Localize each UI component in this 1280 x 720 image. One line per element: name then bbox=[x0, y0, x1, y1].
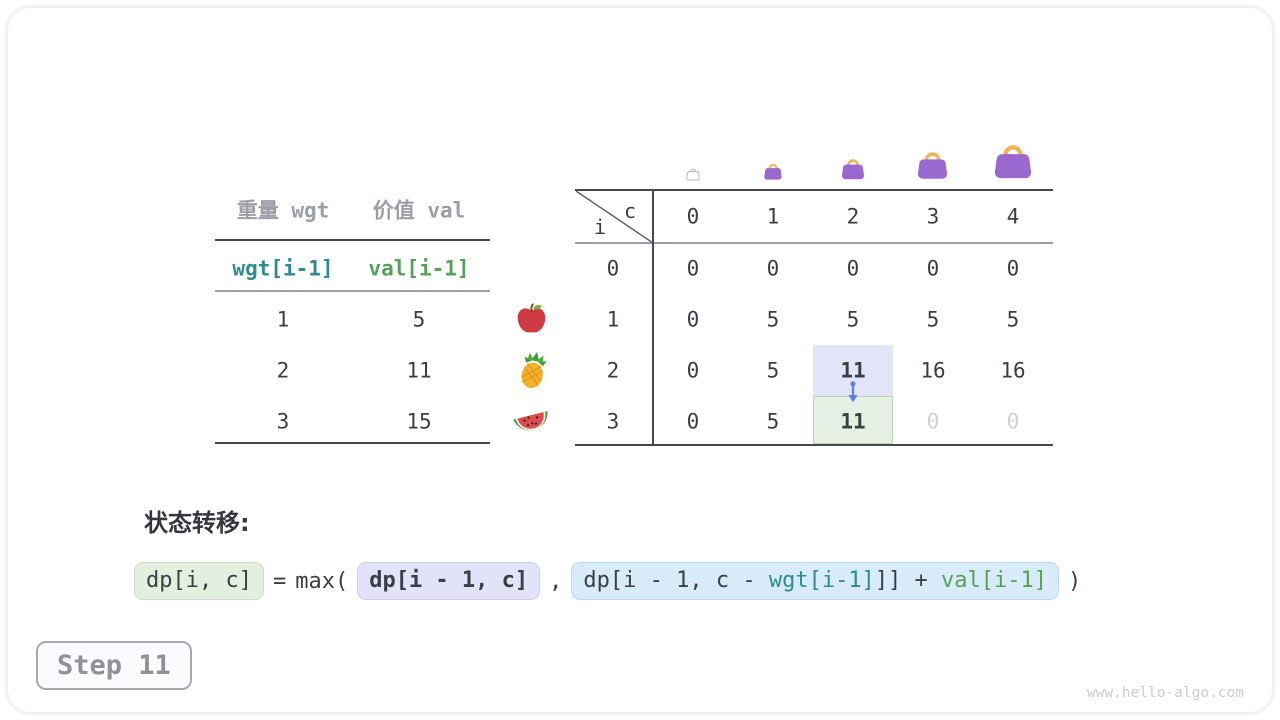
dp-corner-row-var: i bbox=[593, 215, 607, 239]
items-sub-header-val: val[i-1] bbox=[368, 256, 470, 281]
dp-col-header: 4 bbox=[1006, 204, 1020, 229]
bag-capacity-0-icon bbox=[686, 168, 700, 181]
pineapple-icon bbox=[521, 351, 547, 389]
dp-cell: 0 bbox=[686, 409, 700, 434]
dp-cell-pending: 0 bbox=[1006, 409, 1020, 434]
transition-arrow-icon bbox=[848, 381, 858, 403]
dp-row-header: 3 bbox=[606, 409, 620, 434]
dp-cell: 16 bbox=[1000, 358, 1026, 383]
item-weight: 1 bbox=[276, 307, 290, 332]
items-table-bottom-divider bbox=[215, 442, 490, 444]
formula-take-mid: ]] + bbox=[874, 567, 942, 593]
dp-cell: 0 bbox=[686, 307, 700, 332]
dp-col-header: 2 bbox=[846, 204, 860, 229]
item-value: 5 bbox=[412, 307, 426, 332]
dp-col-header: 0 bbox=[686, 204, 700, 229]
dp-cell: 5 bbox=[766, 358, 780, 383]
site-watermark: www.hello-algo.com bbox=[1086, 685, 1244, 701]
bag-capacity-4-icon bbox=[994, 145, 1032, 179]
dp-cell-target: 11 bbox=[840, 409, 866, 434]
formula-close-paren: ) bbox=[1068, 568, 1082, 594]
dp-table-header-divider bbox=[575, 242, 1053, 244]
dp-cell: 0 bbox=[846, 256, 860, 281]
formula-take-wgt: wgt[i-1] bbox=[768, 567, 875, 593]
item-value: 15 bbox=[406, 409, 432, 434]
transition-label: 状态转移: bbox=[144, 509, 250, 537]
dp-cell: 5 bbox=[1006, 307, 1020, 332]
items-col-header-value: 价值 val bbox=[372, 198, 466, 223]
dp-cell: 0 bbox=[1006, 256, 1020, 281]
dp-row-header: 1 bbox=[606, 307, 620, 332]
dp-cell: 0 bbox=[686, 256, 700, 281]
bag-capacity-2-icon bbox=[842, 159, 864, 180]
dp-cell: 5 bbox=[846, 307, 860, 332]
transition-formula: dp[i, c] = max( dp[i - 1, c] , dp[i - 1,… bbox=[134, 561, 1081, 601]
dp-corner-diagonal bbox=[576, 191, 653, 243]
dp-corner-col-var: c bbox=[623, 199, 637, 223]
dp-cell-source: 11 bbox=[840, 358, 866, 383]
item-value: 11 bbox=[406, 358, 432, 383]
dp-col-header: 1 bbox=[766, 204, 780, 229]
dp-cell: 5 bbox=[766, 409, 780, 434]
formula-equals: = bbox=[272, 568, 287, 594]
watermelon-icon bbox=[513, 411, 548, 431]
formula-option-keep-pill: dp[i - 1, c] bbox=[357, 561, 541, 601]
dp-cell-pending: 0 bbox=[926, 409, 940, 434]
dp-row-header: 0 bbox=[606, 256, 620, 281]
apple-icon bbox=[517, 303, 546, 333]
step-badge: Step 11 bbox=[36, 641, 192, 690]
dp-cell: 16 bbox=[920, 358, 946, 383]
dp-cell: 0 bbox=[686, 358, 700, 383]
dp-cell: 0 bbox=[766, 256, 780, 281]
formula-comma: , bbox=[549, 568, 563, 594]
items-table-header-divider bbox=[215, 290, 490, 292]
items-sub-header-wgt: wgt[i-1] bbox=[232, 256, 334, 281]
formula-lhs-pill: dp[i, c] bbox=[134, 561, 264, 601]
dp-col-header: 3 bbox=[926, 204, 940, 229]
item-weight: 2 bbox=[276, 358, 290, 383]
dp-cell: 0 bbox=[926, 256, 940, 281]
dp-row-header: 2 bbox=[606, 358, 620, 383]
dp-highlight-target-cell bbox=[813, 396, 893, 444]
dp-table-top-border bbox=[575, 189, 1053, 191]
dp-cell: 5 bbox=[766, 307, 780, 332]
item-weight: 3 bbox=[276, 409, 290, 434]
page-card bbox=[8, 8, 1272, 712]
formula-take-val: val[i-1] bbox=[941, 567, 1048, 593]
dp-table-bottom-border bbox=[575, 444, 1053, 446]
dp-table-vertical-border bbox=[652, 189, 654, 446]
bag-capacity-3-icon bbox=[917, 152, 948, 179]
formula-max-open: max( bbox=[295, 568, 349, 594]
formula-take-prefix: dp[i - 1, c - bbox=[583, 567, 769, 593]
dp-cell: 5 bbox=[926, 307, 940, 332]
items-table-top-divider bbox=[215, 239, 490, 241]
formula-option-take-pill: dp[i - 1, c - wgt[i-1]]] + val[i-1] bbox=[571, 561, 1060, 601]
items-col-header-weight: 重量 wgt bbox=[236, 198, 330, 223]
bag-capacity-1-icon bbox=[764, 163, 782, 180]
